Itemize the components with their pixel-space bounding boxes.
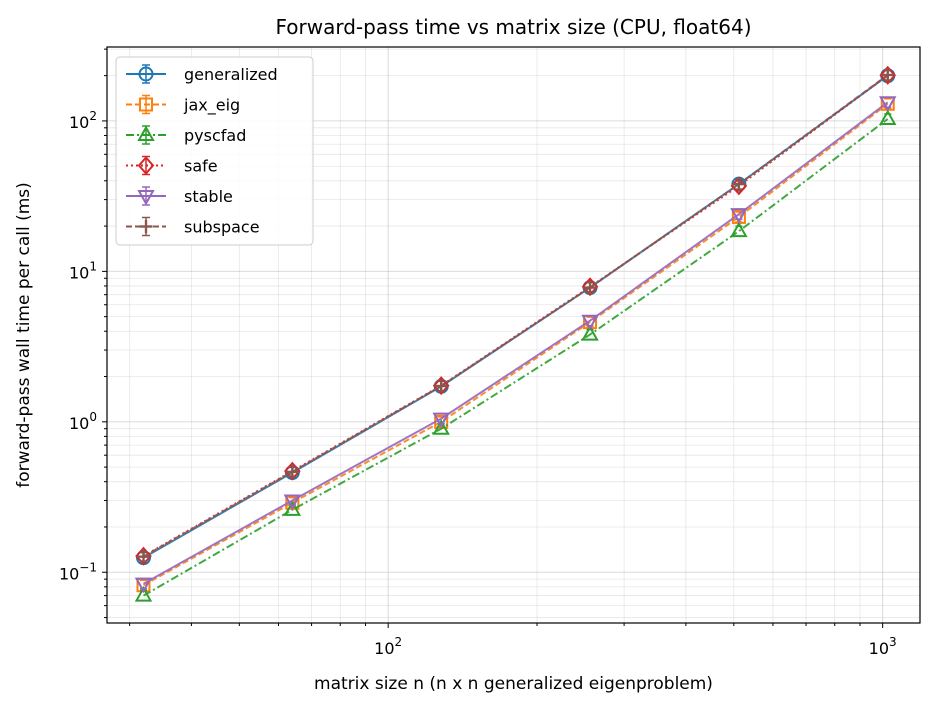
series-pyscfad <box>134 109 897 602</box>
y-tick-label: 101 <box>69 259 97 282</box>
plot-series <box>134 65 897 602</box>
data-point-stable <box>283 494 302 511</box>
legend-item-stable: stable <box>126 186 233 206</box>
legend-item-safe: safe <box>126 155 218 176</box>
data-point-stable <box>432 412 450 429</box>
axes-ticks: 102 103 10−1 100 101 102 <box>59 48 897 658</box>
legend-label: pyscfad <box>184 126 246 145</box>
series-line-stable <box>143 101 889 585</box>
legend-marker <box>138 66 154 82</box>
legend-item-subspace: subspace <box>126 216 260 237</box>
data-point-subspace <box>583 281 597 295</box>
legend-marker <box>137 125 155 141</box>
legend-marker <box>137 155 155 176</box>
data-point-safe <box>432 376 450 396</box>
series-stable <box>134 96 897 594</box>
series-subspace <box>136 68 895 564</box>
data-point-stable <box>134 577 153 594</box>
y-tick-label: 100 <box>69 410 97 433</box>
legend-label: subspace <box>184 218 260 237</box>
x-tick-label: 102 <box>374 635 402 658</box>
data-point-pyscfad <box>730 221 748 238</box>
legend-marker <box>139 220 153 233</box>
data-point-subspace <box>732 177 746 191</box>
grid <box>107 47 920 623</box>
data-point-subspace <box>136 550 150 564</box>
legend-label: safe <box>184 157 218 176</box>
data-point-stable <box>581 314 599 331</box>
data-point-pyscfad <box>134 586 153 602</box>
data-point-pyscfad <box>581 325 599 341</box>
chart-title: Forward-pass time vs matrix size (CPU, f… <box>275 15 751 39</box>
data-point-subspace <box>434 379 448 393</box>
data-point-pyscfad <box>432 419 450 435</box>
y-tick-label: 102 <box>69 109 97 132</box>
legend-item-generalized: generalized <box>126 64 278 84</box>
x-tick-label: 103 <box>869 635 897 658</box>
data-point-stable <box>879 96 897 112</box>
data-point-subspace <box>881 68 895 82</box>
series-line-jax-eig <box>143 103 889 587</box>
data-point-pyscfad <box>879 109 897 125</box>
x-axis-label: matrix size n (n x n generalized eigenpr… <box>314 674 713 694</box>
data-point-safe <box>879 65 897 85</box>
legend-label: generalized <box>184 65 278 84</box>
legend-marker <box>139 97 153 112</box>
legend-label: jax_eig <box>183 96 240 116</box>
plot-frame <box>106 46 921 624</box>
data-point-subspace <box>285 465 299 479</box>
y-tick-label: 10−1 <box>59 560 97 583</box>
data-point-stable <box>730 208 748 224</box>
y-axis-label: forward-pass wall time per call (ms) <box>14 182 34 488</box>
series-line-subspace <box>143 74 889 558</box>
legend-label: stable <box>184 187 233 206</box>
data-point-pyscfad <box>283 500 302 516</box>
legend-item-pyscfad: pyscfad <box>126 125 246 145</box>
legend-marker <box>137 190 155 206</box>
legend-item-jax-eig: jax_eig <box>126 94 240 116</box>
